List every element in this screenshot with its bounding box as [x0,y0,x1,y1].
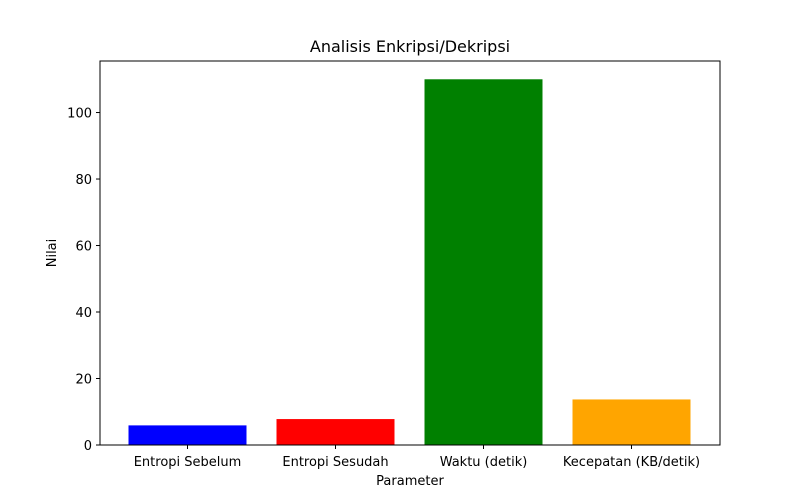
y-axis-ticks: 0 20 40 60 80 100 [67,107,100,454]
y-tick-label: 20 [75,373,92,388]
x-axis-label: Parameter [376,474,444,489]
x-tick-label: Waktu (detik) [440,455,528,470]
x-tick-label: Kecepatan (KB/detik) [563,455,700,470]
bar-3 [424,79,543,446]
bar-4 [572,399,691,445]
bar-2 [276,419,395,445]
y-tick-label: 80 [75,173,92,188]
y-tick-label: 0 [84,439,92,454]
x-axis-ticks: Entropi Sebelum Entropi Sesudah Waktu (det… [134,445,700,470]
y-axis-label: Nilai [45,239,60,268]
x-tick-label: Entropi Sesudah [282,455,388,470]
y-tick-label: 60 [75,240,92,255]
plot-frame [99,60,721,446]
y-tick-label: 100 [67,107,92,122]
y-tick-label: 40 [75,306,92,321]
bars-group [128,79,691,446]
x-tick-label: Entropi Sebelum [134,455,242,470]
bar-1 [128,425,247,445]
chart-title: Analisis Enkripsi/Dekripsi [310,37,510,56]
